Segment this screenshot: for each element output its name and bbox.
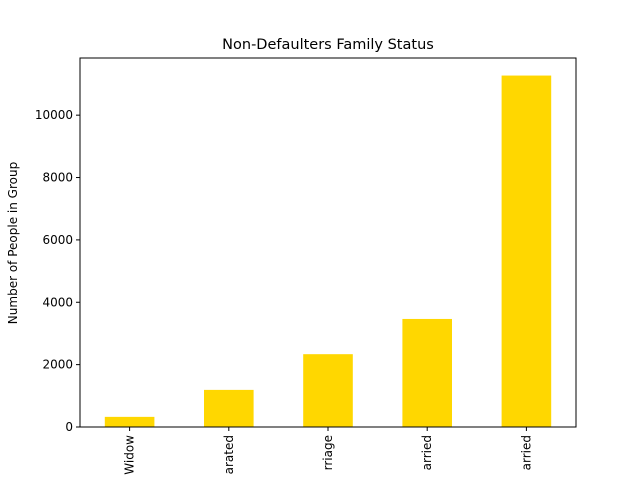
x-tick-label: arried <box>519 435 533 470</box>
y-tick-label: 6000 <box>42 233 73 247</box>
y-axis-ticks: 0 2000 4000 6000 8000 10000 <box>35 108 80 434</box>
bar-single-not-married <box>402 318 452 427</box>
bar-widow <box>104 416 155 427</box>
x-tick-label: rriage <box>321 435 335 470</box>
x-tick-label: arated <box>222 435 236 474</box>
y-tick-label: 0 <box>65 420 73 434</box>
y-axis-label: Number of People in Group <box>6 162 20 324</box>
y-tick-label: 8000 <box>42 171 73 185</box>
x-axis-ticks: Widow arated rriage arried arried <box>123 427 533 475</box>
bar-married <box>501 75 552 427</box>
plot-area-frame <box>79 57 577 428</box>
x-tick-label: arried <box>420 435 434 470</box>
y-tick-label: 10000 <box>35 108 73 122</box>
y-tick-label: 4000 <box>42 295 73 309</box>
bar-civil-marriage <box>303 354 353 427</box>
x-tick-label: Widow <box>123 435 137 475</box>
bars-group <box>104 75 552 427</box>
y-tick-label: 2000 <box>42 358 73 372</box>
chart-title: Non-Defaulters Family Status <box>222 37 434 53</box>
bar-separated <box>204 389 254 427</box>
